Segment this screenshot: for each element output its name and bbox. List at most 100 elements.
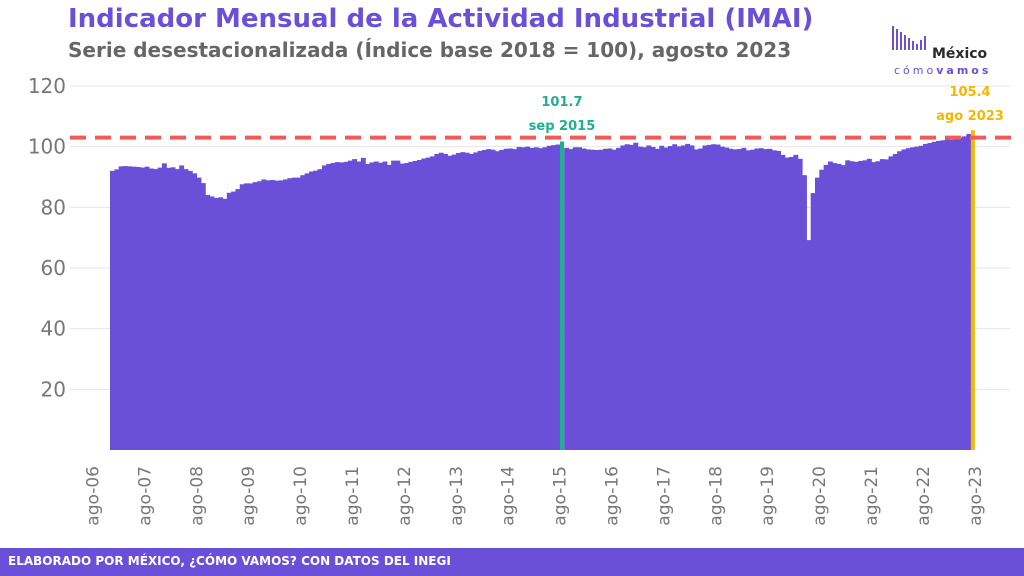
bar [577,147,583,451]
logo-word: México [932,46,988,62]
bar [456,153,461,450]
bar [481,150,487,450]
bar [395,160,401,450]
bar [750,149,756,450]
bar [698,148,704,450]
bar [200,183,206,451]
bar [378,162,384,450]
bar [512,149,518,450]
bar [218,197,224,450]
bar [845,160,851,451]
bar [858,160,864,450]
logo-sub-light: cómo [894,64,937,77]
bar [257,181,262,450]
bar [620,145,626,450]
bar [542,147,548,451]
bar [659,145,665,451]
bar [590,149,595,450]
bar [360,157,366,450]
bar [287,178,293,451]
bar [226,192,232,451]
bar [693,149,699,450]
bar [308,171,314,450]
bar [516,146,522,450]
bar [853,161,859,450]
bar [923,143,929,450]
bar [836,163,842,450]
bar [957,137,963,451]
bar [174,169,180,450]
bar [352,159,358,450]
bar [810,193,816,450]
bar [339,162,345,450]
bar [412,160,418,450]
bar [447,155,453,450]
bar [239,184,245,450]
bar [196,177,202,450]
bar [892,153,898,450]
x-tick-label: ago-20 [810,466,830,526]
bar [533,147,539,451]
bar [313,170,319,450]
bar [443,153,448,450]
bar [205,194,211,450]
logo-bars-icon [892,26,926,50]
bar [949,139,954,450]
bar [274,180,280,450]
bar [244,183,249,450]
bar [434,153,440,450]
bar [283,179,288,450]
logo-sub-bold: vamos [936,64,992,77]
bar [477,150,483,450]
bar [624,144,630,450]
bar [594,150,600,450]
bar [140,167,146,450]
bar [326,163,332,450]
bar [910,147,916,451]
bar [122,166,128,450]
bar [192,173,198,451]
bar [654,148,660,450]
bar [806,240,812,450]
bar [187,170,193,450]
bar [832,163,838,450]
bar [451,154,457,450]
bar [827,161,833,450]
bar [213,197,219,450]
footer-credit: ELABORADO POR MÉXICO, ¿CÓMO VAMOS? CON D… [8,554,451,568]
y-tick-label: 60 [41,256,66,280]
bar [118,166,124,450]
bar [421,158,427,450]
bar [823,164,829,450]
bar [222,198,228,450]
bar [840,165,846,451]
bar [905,148,911,450]
bar [771,150,777,450]
bar [153,169,159,450]
bar [114,169,120,450]
bar [473,152,479,450]
bar [724,147,730,450]
bar [646,145,652,450]
bar [737,149,743,450]
bar [110,170,115,450]
bar [386,164,392,450]
bar [637,146,643,450]
y-tick-label: 20 [41,377,66,401]
bar [603,148,608,450]
bar [685,143,691,450]
bar [468,153,474,450]
bar [503,148,509,450]
bar [789,156,794,450]
bar [966,133,972,450]
bar [430,156,435,450]
bar [148,168,154,451]
y-tick-label: 80 [41,195,66,219]
bar [404,163,410,450]
bar [802,175,807,450]
bar [278,180,284,450]
bar [494,151,500,450]
logo: México cómovamos [890,22,1000,82]
bar [248,183,254,450]
x-tick-label: ago-18 [706,466,726,526]
